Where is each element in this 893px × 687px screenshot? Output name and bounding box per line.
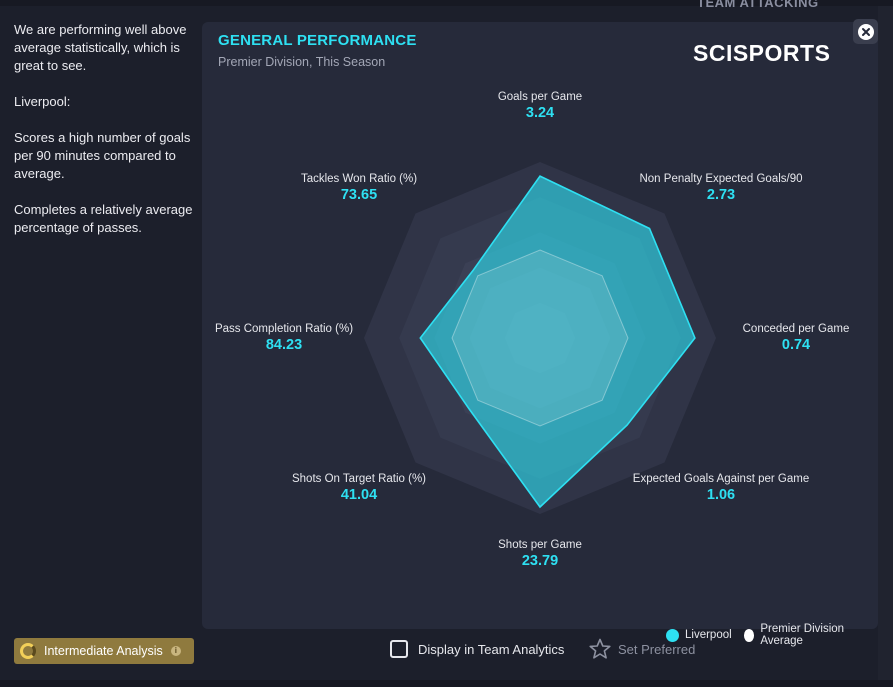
insight-point-goals: Scores a high number of goals per 90 min… xyxy=(14,130,191,181)
radar-series-average xyxy=(451,249,629,427)
level-progress-icon xyxy=(20,643,36,659)
radar-axis-value: 23.79 xyxy=(521,553,559,569)
radar-series-team xyxy=(419,175,696,509)
panel-title: GENERAL PERFORMANCE xyxy=(218,32,417,49)
legend-item-team: Liverpool xyxy=(666,628,732,642)
display-in-team-analytics-label: Display in Team Analytics xyxy=(418,641,565,657)
analysis-level-label: Intermediate Analysis xyxy=(44,644,163,658)
radar-axis-value: 73.65 xyxy=(340,187,378,204)
checkbox[interactable] xyxy=(390,640,408,658)
radar-axis-label: Shots On Target Ratio (%) xyxy=(291,472,427,485)
insight-text: We are performing well above average sta… xyxy=(14,21,198,255)
close-button[interactable] xyxy=(853,19,878,44)
radar-axis-label: Conceded per Game xyxy=(742,323,850,335)
bottom-bar xyxy=(0,680,893,687)
radar-axis-value: 1.06 xyxy=(706,486,736,503)
close-icon xyxy=(857,23,874,40)
radar-axis-8: Tackles Won Ratio (%) 73.65 xyxy=(301,172,417,204)
legend-item-average: Premier Division Average xyxy=(743,623,866,647)
background-section-heading: TEAM ATTACKING xyxy=(697,0,819,10)
radar-axis-7: Pass Completion Ratio (%) 84.23 xyxy=(215,322,353,354)
insight-point-passes: Completes a relatively average percentag… xyxy=(14,202,193,235)
radar-axis-5: Shots per Game 23.79 xyxy=(498,538,582,570)
legend-dot-average xyxy=(743,628,755,642)
legend-label-average: Premier Division Average xyxy=(760,623,845,647)
radar-axis-value: 3.24 xyxy=(525,105,555,121)
radar-axis-value: 0.74 xyxy=(781,337,811,353)
radar-axis-label: Goals per Game xyxy=(497,91,583,103)
top-bar xyxy=(0,0,893,6)
radar-axis-2: Non Penalty Expected Goals/90 2.73 xyxy=(639,172,802,204)
legend-dot-team xyxy=(666,628,679,642)
chart-legend: Liverpool Premier Division Average xyxy=(666,623,878,647)
radar-axis-6: Shots On Target Ratio (%) 41.04 xyxy=(292,472,426,504)
set-preferred-button[interactable]: Set Preferred xyxy=(588,637,695,661)
display-in-team-analytics-toggle[interactable]: Display in Team Analytics xyxy=(390,639,564,659)
radar-axis-1: Goals per Game 3.24 xyxy=(498,90,582,122)
scisports-logo: SCISPORTS xyxy=(693,40,831,66)
radar-axis-value: 84.23 xyxy=(265,337,303,353)
radar-axis-label: Non Penalty Expected Goals/90 xyxy=(639,173,803,186)
radar-axis-label: Expected Goals Against per Game xyxy=(632,472,810,485)
radar-axis-value: 2.73 xyxy=(706,187,736,204)
analysis-level-badge[interactable]: Intermediate Analysis i xyxy=(14,638,194,664)
insight-summary: We are performing well above average sta… xyxy=(14,22,187,73)
info-icon[interactable]: i xyxy=(170,646,181,656)
radar-axis-value: 41.04 xyxy=(340,486,378,503)
legend-label-team: Liverpool xyxy=(685,629,732,641)
radar-axis-label: Tackles Won Ratio (%) xyxy=(300,173,418,186)
insight-team: Liverpool: xyxy=(14,94,71,109)
radar-axis-3: Conceded per Game 0.74 xyxy=(743,322,850,354)
star-icon xyxy=(589,638,611,659)
radar-axis-label: Pass Completion Ratio (%) xyxy=(214,323,354,335)
radar-chart xyxy=(364,162,716,514)
radar-axis-4: Expected Goals Against per Game 1.06 xyxy=(633,472,809,504)
panel-subtitle: Premier Division, This Season xyxy=(218,55,386,69)
performance-panel: GENERAL PERFORMANCE Premier Division, Th… xyxy=(202,22,878,647)
background-right-panel xyxy=(878,6,893,687)
radar-axis-label: Shots per Game xyxy=(498,539,582,551)
set-preferred-label: Set Preferred xyxy=(618,641,696,657)
